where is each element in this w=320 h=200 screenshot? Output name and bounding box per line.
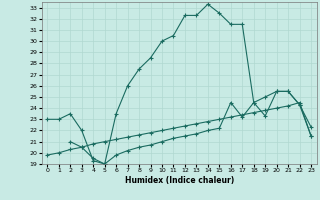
X-axis label: Humidex (Indice chaleur): Humidex (Indice chaleur) (124, 176, 234, 185)
